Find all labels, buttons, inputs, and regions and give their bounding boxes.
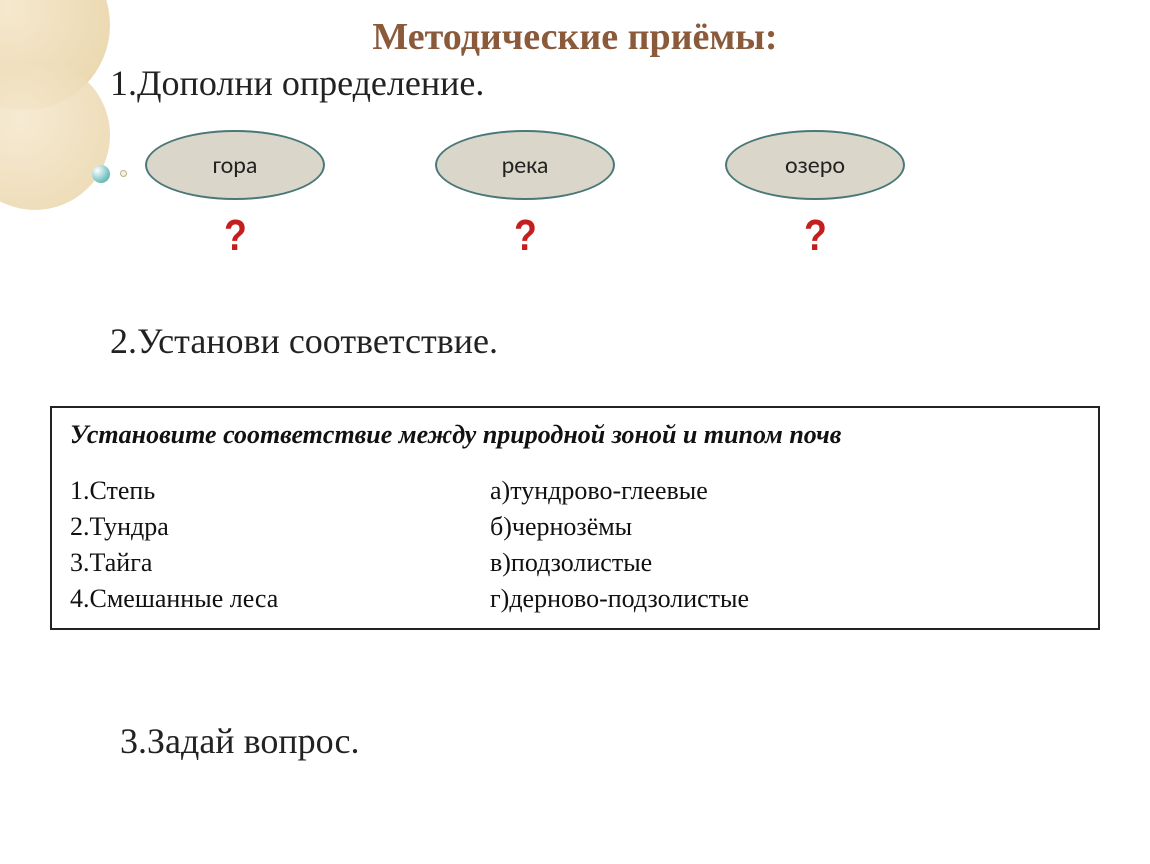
match-col-soils: а)тундрово-глеевые б)чернозёмы в)подзоли… — [490, 476, 749, 614]
section-3-heading: 3.Задай вопрос. — [120, 720, 359, 762]
decor-circle-small — [0, 60, 110, 210]
match-left-4: 4.Смешанные леса — [70, 584, 490, 614]
match-box: Установите соответствие между природной … — [50, 406, 1100, 630]
oval-ozero: озеро — [725, 130, 905, 200]
match-right-a: а)тундрово-глеевые — [490, 476, 749, 506]
question-mark-icon: ? — [514, 214, 537, 258]
decor-dot-icon — [120, 170, 127, 177]
page-title: Методические приёмы: — [0, 15, 1150, 59]
match-right-b: б)чернозёмы — [490, 512, 749, 542]
match-left-2: 2.Тундра — [70, 512, 490, 542]
question-mark-icon: ? — [804, 214, 827, 258]
section-2-heading: 2.Установи соответствие. — [110, 320, 498, 362]
question-mark-icon: ? — [224, 214, 247, 258]
oval-group-2: река ? — [435, 130, 615, 258]
oval-reka: река — [435, 130, 615, 200]
match-rows: 1.Степь 2.Тундра 3.Тайга 4.Смешанные лес… — [70, 476, 1080, 614]
oval-group-1: гора ? — [145, 130, 325, 258]
match-right-c: в)подзолистые — [490, 548, 749, 578]
section-1-heading: 1.Дополни определение. — [110, 62, 484, 104]
match-left-1: 1.Степь — [70, 476, 490, 506]
match-col-zones: 1.Степь 2.Тундра 3.Тайга 4.Смешанные лес… — [70, 476, 490, 614]
match-left-3: 3.Тайга — [70, 548, 490, 578]
oval-group-3: озеро ? — [725, 130, 905, 258]
decor-bubble-icon — [92, 165, 110, 183]
match-box-title: Установите соответствие между природной … — [70, 420, 1080, 450]
match-right-d: г)дерново-подзолистые — [490, 584, 749, 614]
ovals-row: гора ? река ? озеро ? — [145, 130, 995, 258]
oval-gora: гора — [145, 130, 325, 200]
